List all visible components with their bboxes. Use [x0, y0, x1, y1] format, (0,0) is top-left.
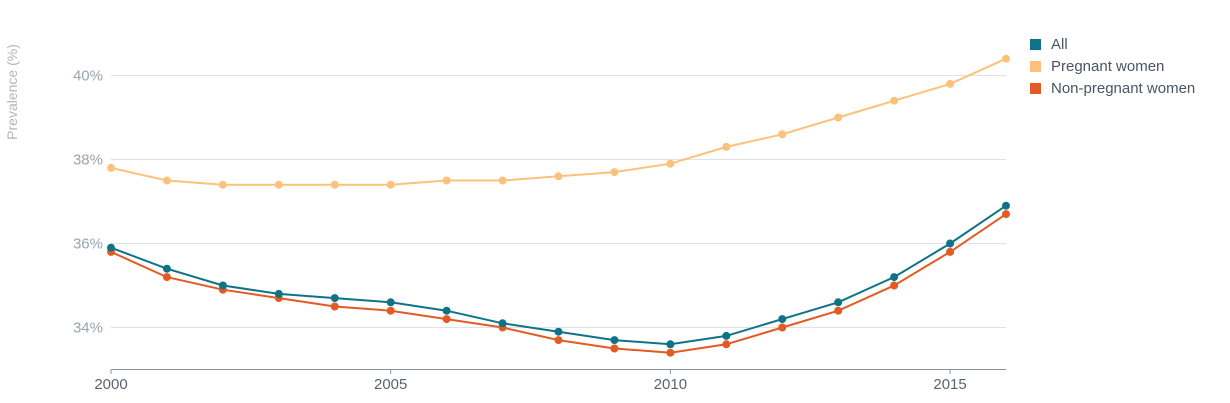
legend-label: Pregnant women	[1051, 57, 1165, 75]
data-point[interactable]	[946, 247, 955, 256]
data-point[interactable]	[1002, 54, 1010, 63]
data-point[interactable]	[162, 273, 171, 282]
data-point[interactable]	[442, 176, 451, 185]
data-point[interactable]	[778, 130, 787, 139]
x-tick-label: 2000	[94, 376, 127, 393]
data-point[interactable]	[1002, 210, 1010, 219]
y-tick-label: 38%	[73, 152, 103, 169]
data-point[interactable]	[722, 340, 731, 349]
data-point[interactable]	[162, 176, 171, 185]
data-point[interactable]	[890, 96, 899, 105]
data-point[interactable]	[554, 172, 563, 181]
x-tick-label: 2015	[933, 376, 966, 393]
legend-swatch	[1030, 60, 1041, 72]
data-point[interactable]	[386, 306, 395, 315]
data-point[interactable]	[722, 142, 731, 151]
legend: All Pregnant women Non-pregnant women	[1030, 33, 1195, 99]
x-tick-label: 2010	[654, 376, 687, 393]
data-point[interactable]	[834, 298, 843, 307]
legend-swatch	[1030, 82, 1041, 94]
legend-label: Non-pregnant women	[1051, 79, 1196, 97]
data-point[interactable]	[946, 79, 955, 88]
series-line	[110, 57, 1007, 186]
legend-item[interactable]: All	[1030, 33, 1195, 55]
data-point[interactable]	[442, 306, 451, 315]
data-point[interactable]	[218, 180, 227, 189]
data-point[interactable]	[330, 180, 339, 189]
data-point[interactable]	[778, 315, 787, 324]
data-point[interactable]	[890, 273, 899, 282]
data-point[interactable]	[1002, 201, 1010, 210]
series-pregnant-women	[107, 54, 1010, 189]
data-point[interactable]	[162, 264, 171, 273]
y-axis-label: Prevalence (%)	[4, 44, 20, 140]
y-tick-label: 40%	[73, 68, 103, 85]
data-point[interactable]	[498, 176, 507, 185]
legend-item[interactable]: Pregnant women	[1030, 55, 1195, 77]
y-tick-label: 34%	[73, 320, 103, 337]
data-point[interactable]	[610, 344, 619, 353]
data-point[interactable]	[554, 327, 563, 336]
data-point[interactable]	[666, 348, 675, 357]
x-axis: 2000 2005 2010 2015	[94, 369, 1006, 393]
series-all	[107, 201, 1010, 349]
legend-swatch	[1030, 38, 1041, 50]
gridlines	[111, 75, 1006, 328]
data-point[interactable]	[386, 298, 395, 307]
data-point[interactable]	[666, 159, 675, 168]
data-point[interactable]	[442, 315, 451, 324]
data-point[interactable]	[218, 281, 227, 290]
data-point[interactable]	[610, 168, 619, 177]
series-group	[107, 54, 1010, 357]
legend-label: All	[1051, 35, 1068, 53]
y-tick-label: 36%	[73, 236, 103, 253]
legend-item[interactable]: Non-pregnant women	[1030, 77, 1195, 99]
x-tick-label: 2005	[374, 376, 407, 393]
data-point[interactable]	[107, 163, 115, 172]
data-point[interactable]	[330, 294, 339, 303]
data-point[interactable]	[386, 180, 395, 189]
y-axis-ticks: 34% 36% 38% 40%	[73, 68, 103, 337]
data-point[interactable]	[778, 323, 787, 332]
data-point[interactable]	[890, 281, 899, 290]
data-point[interactable]	[274, 289, 283, 298]
data-point[interactable]	[610, 336, 619, 345]
data-point[interactable]	[274, 180, 283, 189]
data-point[interactable]	[107, 243, 115, 252]
data-point[interactable]	[722, 331, 731, 340]
data-point[interactable]	[554, 336, 563, 345]
data-point[interactable]	[330, 302, 339, 311]
data-point[interactable]	[498, 319, 507, 328]
data-point[interactable]	[666, 340, 675, 349]
data-point[interactable]	[834, 306, 843, 315]
data-point[interactable]	[834, 113, 843, 122]
data-point[interactable]	[946, 239, 955, 248]
series-line	[110, 204, 1007, 346]
